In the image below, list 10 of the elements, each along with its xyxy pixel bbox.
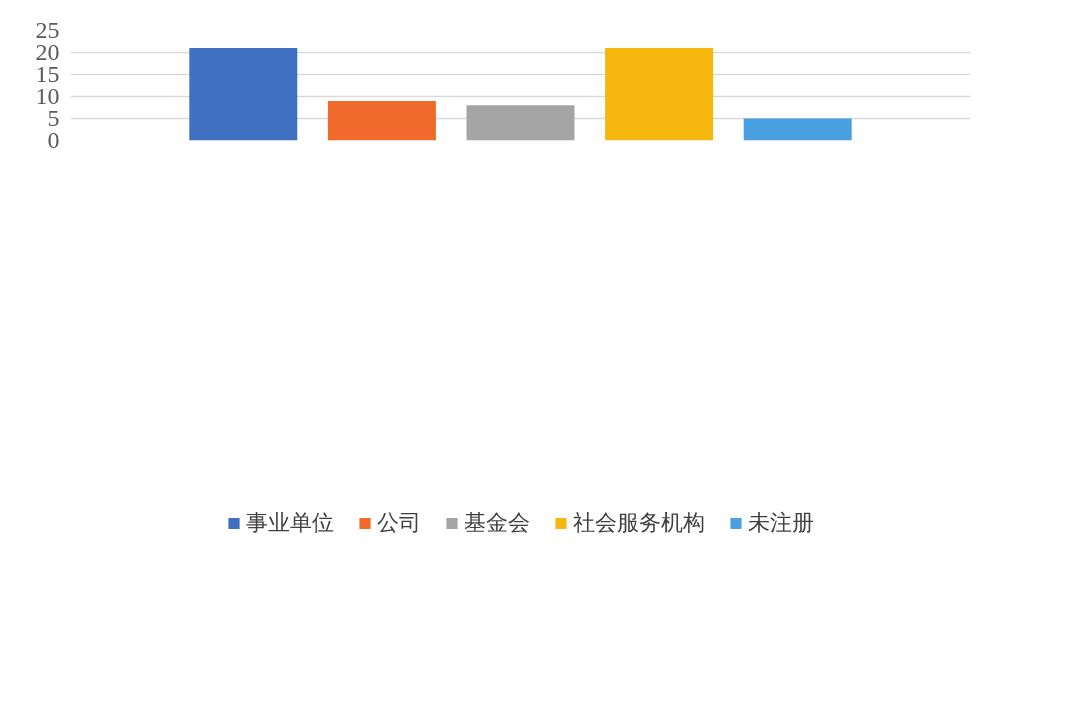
- bar: [743, 118, 852, 141]
- legend-label: 未注册: [747, 508, 814, 537]
- legend-label: 公司: [376, 508, 421, 537]
- legend-label: 事业单位: [245, 508, 334, 537]
- bar: [466, 105, 575, 141]
- legend-label: 社会服务机构: [572, 508, 705, 537]
- bar: [327, 100, 436, 141]
- bar: [189, 48, 298, 141]
- bar: [605, 48, 714, 141]
- legend-label: 基金会: [463, 508, 530, 537]
